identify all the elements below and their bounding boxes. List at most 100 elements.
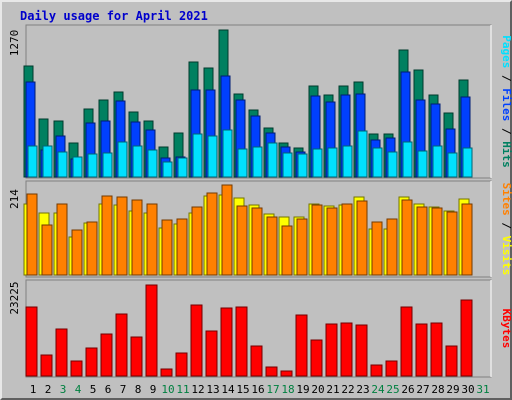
bar-pages-2	[42, 145, 53, 178]
legend-item-sites: Sites	[500, 183, 512, 216]
bar-pages-1	[27, 145, 38, 178]
legend-item-pages: Pages	[500, 35, 512, 68]
bar-sites-4	[71, 229, 83, 276]
bar-sites-16	[251, 207, 263, 276]
day-label-19: 19	[296, 383, 309, 396]
bar-pages-26	[402, 141, 413, 178]
bar-sites-8	[131, 199, 143, 276]
bar-pages-27	[417, 150, 428, 178]
bar-sites-25	[386, 218, 398, 276]
bar-kbytes-21	[325, 323, 338, 377]
bar-pages-25	[387, 151, 398, 178]
legend-sites-visits: Sites / Visits	[500, 183, 512, 276]
bar-sites-10	[161, 219, 173, 276]
legend-kbytes: KBytes	[500, 309, 512, 349]
bar-sites-2	[41, 224, 53, 276]
day-label-15: 15	[236, 383, 249, 396]
day-label-4: 4	[75, 383, 82, 396]
bar-kbytes-24	[370, 364, 383, 377]
bar-sites-22	[341, 203, 353, 276]
bar-pages-13	[207, 135, 218, 178]
bar-sites-27	[416, 206, 428, 276]
bar-kbytes-5	[85, 347, 98, 377]
bar-pages-20	[312, 148, 323, 178]
bar-kbytes-15	[235, 306, 248, 377]
legend-hits-files-pages: Pages / Files / Hits	[500, 35, 512, 168]
bar-sites-28	[431, 207, 443, 276]
bar-sites-9	[146, 203, 158, 276]
bar-sites-18	[281, 225, 293, 276]
day-label-28: 28	[431, 383, 444, 396]
bar-kbytes-22	[340, 322, 353, 377]
day-label-20: 20	[311, 383, 324, 396]
day-label-22: 22	[341, 383, 354, 396]
legend-item-visits: Visits	[500, 236, 512, 276]
bar-kbytes-14	[220, 307, 233, 377]
bar-pages-24	[372, 147, 383, 178]
day-label-5: 5	[90, 383, 97, 396]
day-label-6: 6	[105, 383, 112, 396]
bar-kbytes-12	[190, 304, 203, 377]
bar-kbytes-9	[145, 284, 158, 377]
bar-sites-24	[371, 221, 383, 276]
bar-sites-15	[236, 205, 248, 276]
bar-kbytes-25	[385, 360, 398, 377]
bar-pages-29	[447, 152, 458, 178]
bar-pages-30	[462, 147, 473, 178]
bar-pages-22	[342, 145, 353, 178]
bar-pages-10	[162, 161, 173, 178]
day-label-11: 11	[176, 383, 189, 396]
day-label-26: 26	[401, 383, 414, 396]
bar-kbytes-13	[205, 330, 218, 377]
legend-separator: /	[500, 68, 512, 88]
bar-sites-3	[56, 203, 68, 276]
day-label-16: 16	[251, 383, 264, 396]
bar-sites-21	[326, 207, 338, 276]
bar-kbytes-11	[175, 352, 188, 377]
bar-kbytes-29	[445, 345, 458, 377]
bar-sites-11	[176, 218, 188, 276]
bar-pages-3	[57, 151, 68, 178]
chart-title: Daily usage for April 2021	[20, 9, 208, 23]
bar-sites-7	[116, 196, 128, 276]
day-label-25: 25	[386, 383, 399, 396]
bar-kbytes-8	[130, 336, 143, 377]
day-label-17: 17	[266, 383, 279, 396]
bar-sites-17	[266, 216, 278, 276]
day-label-8: 8	[135, 383, 142, 396]
day-label-1: 1	[30, 383, 37, 396]
bar-kbytes-27	[415, 323, 428, 377]
bar-pages-9	[147, 149, 158, 178]
bar-sites-14	[221, 184, 233, 276]
bar-sites-12	[191, 206, 203, 276]
bar-sites-29	[446, 211, 458, 276]
bar-pages-8	[132, 145, 143, 178]
day-label-30: 30	[461, 383, 474, 396]
day-label-14: 14	[221, 383, 235, 396]
bar-pages-12	[192, 133, 203, 178]
bar-sites-26	[401, 199, 413, 276]
bar-kbytes-2	[40, 354, 53, 377]
bar-pages-4	[72, 156, 83, 178]
bar-kbytes-26	[400, 306, 413, 377]
bar-pages-5	[87, 153, 98, 178]
bar-kbytes-30	[460, 299, 473, 377]
bar-pages-11	[177, 157, 188, 178]
bar-pages-21	[327, 147, 338, 178]
bar-kbytes-17	[265, 366, 278, 377]
bar-sites-5	[86, 221, 98, 276]
bar-pages-16	[252, 146, 263, 178]
bar-pages-28	[432, 145, 443, 178]
bar-sites-20	[311, 204, 323, 276]
bar-sites-30	[461, 203, 473, 276]
bar-kbytes-16	[250, 345, 263, 377]
day-label-12: 12	[191, 383, 204, 396]
bar-pages-23	[357, 130, 368, 178]
bar-kbytes-28	[430, 322, 443, 377]
legend-separator: /	[500, 121, 512, 141]
day-label-13: 13	[206, 383, 219, 396]
day-label-2: 2	[45, 383, 52, 396]
bar-pages-15	[237, 148, 248, 178]
bar-kbytes-7	[115, 313, 128, 377]
